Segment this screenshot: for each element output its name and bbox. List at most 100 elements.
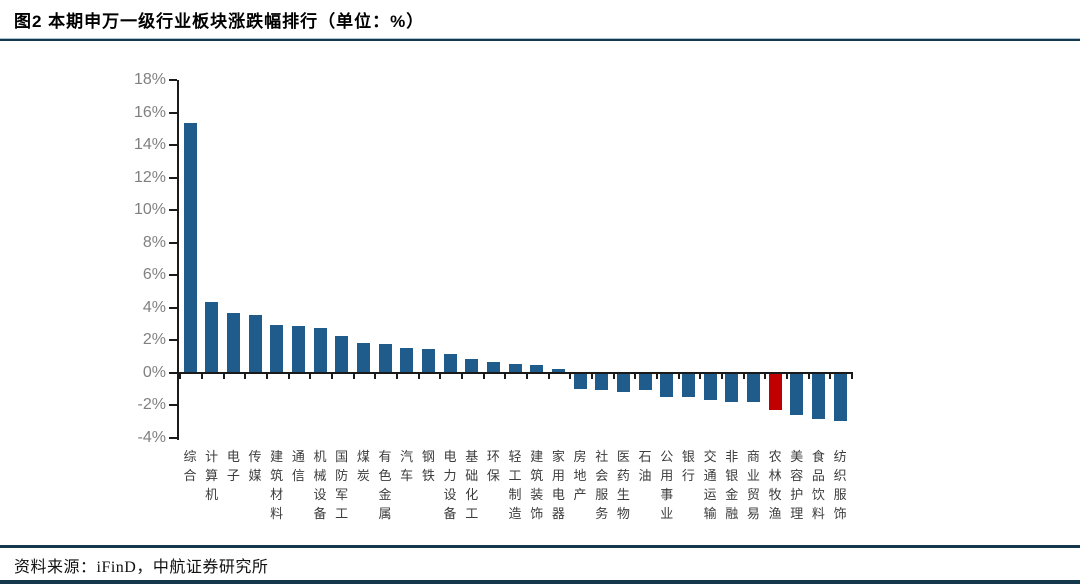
x-axis-tick xyxy=(720,373,723,379)
category-label: 家用电器 xyxy=(551,449,565,521)
x-axis-tick xyxy=(439,373,442,379)
category-label: 环保 xyxy=(486,449,500,483)
category-label: 非银金融 xyxy=(725,449,739,521)
bar-传媒 xyxy=(248,314,262,372)
x-axis-tick xyxy=(829,373,832,379)
bar-银行 xyxy=(681,373,695,397)
x-axis-tick xyxy=(287,373,290,379)
category-label: 房地产 xyxy=(573,449,587,502)
x-axis-tick xyxy=(352,373,355,379)
bar-环保 xyxy=(486,362,500,372)
category-label: 美容护理 xyxy=(790,449,804,521)
category-label: 国防军工 xyxy=(335,449,349,521)
category-label: 公用事业 xyxy=(660,449,674,521)
x-axis-tick xyxy=(395,373,398,379)
chart-title: 图2 本期申万一级行业板块涨跌幅排行（单位：%） xyxy=(14,12,425,31)
bar-综合 xyxy=(183,122,197,372)
bar-有色金属 xyxy=(378,344,392,372)
x-axis-tick xyxy=(655,373,658,379)
category-label: 计算机 xyxy=(205,449,219,502)
bar-石油 xyxy=(638,373,652,391)
bar-机械设备 xyxy=(313,327,327,372)
y-axis-tick xyxy=(169,437,177,439)
bar-电子 xyxy=(226,313,240,372)
bar-家用电器 xyxy=(551,368,565,372)
x-axis-tick xyxy=(569,373,572,379)
bar-公用事业 xyxy=(660,373,674,397)
x-axis-tick xyxy=(200,373,203,379)
x-axis-tick xyxy=(677,373,680,379)
category-label: 电子 xyxy=(226,449,240,483)
y-axis-tick xyxy=(169,79,177,81)
x-axis-tick xyxy=(244,373,247,379)
category-label: 商业贸易 xyxy=(746,449,760,521)
header-divider xyxy=(0,38,1080,41)
y-tick-label: 12% xyxy=(133,168,166,186)
category-label: 石油 xyxy=(638,449,652,483)
bar-非银金融 xyxy=(725,373,739,402)
x-axis xyxy=(177,371,853,374)
x-axis-tick xyxy=(265,373,268,379)
x-axis-tick xyxy=(634,373,637,379)
data-source: 资料来源：iFinD，中航证券研究所 xyxy=(14,559,269,576)
category-label: 医药生物 xyxy=(616,449,630,521)
x-axis-tick xyxy=(309,373,312,379)
y-tick-label: 2% xyxy=(142,331,166,349)
y-tick-label: -2% xyxy=(137,396,166,414)
y-axis-tick xyxy=(169,339,177,342)
category-label: 建筑装饰 xyxy=(530,449,544,521)
y-tick-label: -4% xyxy=(137,429,166,446)
footer-divider xyxy=(0,545,1080,548)
y-tick-label: 18% xyxy=(133,71,166,88)
y-tick-label: 16% xyxy=(133,103,166,121)
x-axis-tick xyxy=(547,373,550,379)
x-axis-tick xyxy=(504,373,507,379)
y-axis xyxy=(177,80,179,440)
category-label: 通信 xyxy=(291,449,305,483)
y-tick-label: 10% xyxy=(133,201,166,219)
y-tick-label: 6% xyxy=(142,266,166,284)
category-label: 银行 xyxy=(681,449,695,483)
y-axis-tick xyxy=(169,176,177,179)
bar-建筑装饰 xyxy=(530,365,544,372)
y-axis-tick xyxy=(169,371,177,374)
y-tick-label: 8% xyxy=(142,233,166,251)
bar-房地产 xyxy=(573,373,587,389)
y-axis-tick xyxy=(169,404,177,407)
bar-电力设备 xyxy=(443,354,457,372)
bar-农林牧渔 xyxy=(768,373,782,410)
x-axis-tick xyxy=(525,373,528,379)
x-axis-tick xyxy=(807,373,810,379)
x-axis-tick xyxy=(590,373,593,379)
bar-交通运输 xyxy=(703,373,717,400)
category-label: 传媒 xyxy=(248,449,262,483)
y-axis-tick xyxy=(169,241,177,244)
bar-美容护理 xyxy=(790,373,804,415)
bar-纺织服饰 xyxy=(833,373,847,422)
y-axis-tick xyxy=(169,209,177,212)
y-axis-tick xyxy=(169,274,177,277)
category-label: 食品饮料 xyxy=(811,449,825,521)
bar-社会服务 xyxy=(595,373,609,391)
category-label: 纺织服饰 xyxy=(833,449,847,521)
x-axis-tick xyxy=(222,373,225,379)
bar-钢铁 xyxy=(421,349,435,372)
bar-医药生物 xyxy=(616,373,630,392)
bar-煤炭 xyxy=(356,342,370,372)
y-tick-label: 14% xyxy=(133,136,166,154)
x-axis-tick xyxy=(482,373,485,379)
bar-计算机 xyxy=(205,301,219,372)
category-label: 煤炭 xyxy=(356,449,370,483)
y-axis-tick xyxy=(169,306,177,309)
y-axis-tick xyxy=(169,111,177,114)
category-label: 机械设备 xyxy=(313,449,327,521)
category-label: 建筑材料 xyxy=(270,449,284,521)
bar-国防军工 xyxy=(335,336,349,372)
category-label: 基础化工 xyxy=(465,449,479,521)
bar-基础化工 xyxy=(465,358,479,372)
x-axis-tick xyxy=(850,373,853,379)
category-label: 轻工制造 xyxy=(508,449,522,521)
bar-汽车 xyxy=(400,347,414,372)
y-axis-tick xyxy=(169,144,177,147)
